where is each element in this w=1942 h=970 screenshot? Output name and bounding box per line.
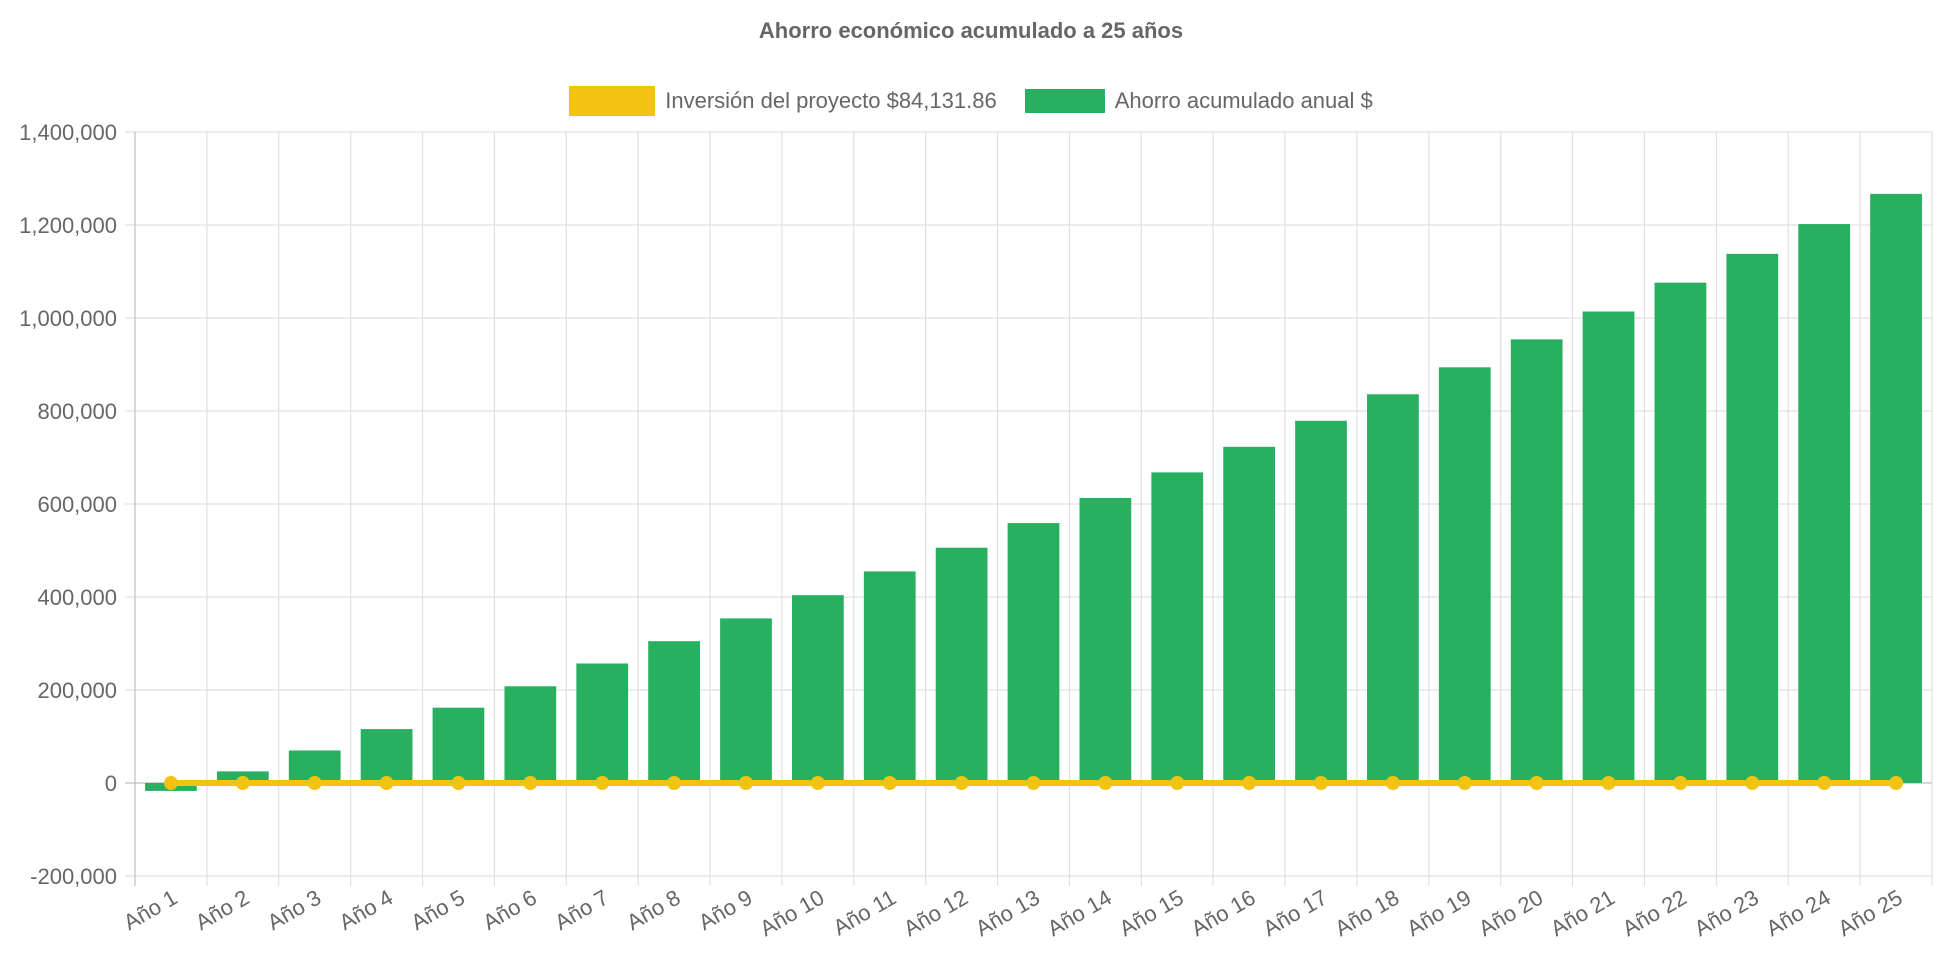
x-tick-label: Año 10 bbox=[755, 885, 828, 942]
x-tick-label: Año 14 bbox=[1043, 885, 1116, 942]
x-tick-label: Año 22 bbox=[1618, 885, 1691, 942]
bar-savings[interactable] bbox=[1367, 394, 1419, 783]
x-axis-ticks: Año 1 Año 2 Año 3 Año 4 Año 5 Año 6 Año 7 Año 8… bbox=[119, 885, 1906, 942]
investment-point[interactable] bbox=[1242, 776, 1257, 790]
bar-savings[interactable] bbox=[1726, 253, 1779, 783]
investment-point[interactable] bbox=[1529, 776, 1544, 790]
x-tick-label: Año 25 bbox=[1834, 885, 1907, 942]
bar-savings[interactable] bbox=[432, 707, 485, 783]
bar-savings[interactable] bbox=[1654, 282, 1707, 783]
x-tick-label: Año 7 bbox=[550, 885, 612, 935]
investment-point[interactable] bbox=[307, 776, 322, 790]
x-tick-label: Año 3 bbox=[263, 885, 325, 935]
investment-point[interactable] bbox=[595, 776, 610, 790]
legend-label-investment: Inversión del proyecto $84,131.86 bbox=[665, 88, 997, 113]
y-tick-label: 1,200,000 bbox=[19, 213, 117, 238]
x-tick-label: Año 16 bbox=[1187, 885, 1260, 942]
y-axis-ticks: 1,400,000 1,200,000 1,000,000 800,000 600,00… bbox=[19, 120, 117, 889]
investment-point[interactable] bbox=[163, 776, 178, 790]
y-tick-label: 200,000 bbox=[37, 678, 117, 703]
investment-point[interactable] bbox=[451, 776, 466, 790]
x-tick-label: Año 24 bbox=[1762, 885, 1835, 942]
investment-point[interactable] bbox=[379, 776, 394, 790]
investment-point[interactable] bbox=[810, 776, 825, 790]
y-tick-label: -200,000 bbox=[30, 864, 117, 889]
bar-savings[interactable] bbox=[1295, 420, 1347, 783]
investment-point[interactable] bbox=[1314, 776, 1329, 790]
x-tick-label: Año 6 bbox=[479, 885, 541, 935]
investment-point[interactable] bbox=[523, 776, 538, 790]
chart-title: Ahorro económico acumulado a 25 años bbox=[758, 18, 1184, 43]
investment-point[interactable] bbox=[1385, 776, 1400, 790]
bar-savings[interactable] bbox=[576, 663, 629, 783]
bar-savings[interactable] bbox=[1223, 446, 1276, 783]
bar-savings[interactable] bbox=[1582, 311, 1635, 783]
bar-savings[interactable] bbox=[863, 571, 916, 783]
x-tick-label: Año 18 bbox=[1331, 885, 1404, 942]
bar-savings[interactable] bbox=[648, 641, 700, 783]
investment-point[interactable] bbox=[235, 776, 250, 790]
x-tick-label: Año 5 bbox=[407, 885, 469, 935]
bar-savings[interactable] bbox=[935, 547, 988, 783]
bar-savings[interactable] bbox=[720, 618, 772, 783]
investment-point[interactable] bbox=[1889, 776, 1904, 790]
y-tick-label: 0 bbox=[105, 771, 117, 796]
investment-point[interactable] bbox=[1098, 776, 1113, 790]
investment-point[interactable] bbox=[1457, 776, 1472, 790]
legend-swatch-savings bbox=[1024, 89, 1105, 113]
bar-savings[interactable] bbox=[1870, 193, 1922, 784]
x-tick-label: Año 4 bbox=[335, 885, 397, 935]
x-tick-label: Año 23 bbox=[1690, 885, 1763, 942]
legend: Inversión del proyecto $84,131.86 Ahorro… bbox=[0, 86, 1942, 116]
legend-item-investment[interactable]: Inversión del proyecto $84,131.86 bbox=[569, 86, 997, 116]
x-tick-label: Año 12 bbox=[899, 885, 972, 942]
y-tick-label: 1,400,000 bbox=[19, 120, 117, 145]
x-tick-label: Año 17 bbox=[1259, 885, 1332, 942]
investment-line bbox=[163, 776, 1904, 790]
y-tick-label: 400,000 bbox=[37, 585, 117, 610]
investment-point[interactable] bbox=[1170, 776, 1185, 790]
bar-savings[interactable] bbox=[791, 595, 844, 783]
investment-point[interactable] bbox=[1745, 776, 1760, 790]
bar-savings[interactable] bbox=[504, 686, 557, 783]
bar-savings[interactable] bbox=[1438, 367, 1491, 783]
y-tick-label: 800,000 bbox=[37, 399, 117, 424]
legend-label-savings: Ahorro acumulado anual $ bbox=[1114, 88, 1373, 113]
bar-savings[interactable] bbox=[360, 729, 413, 783]
investment-point[interactable] bbox=[1026, 776, 1041, 790]
x-tick-label: Año 2 bbox=[191, 885, 253, 935]
x-tick-label: Año 1 bbox=[119, 885, 181, 935]
x-tick-label: Año 11 bbox=[829, 885, 900, 941]
bar-savings[interactable] bbox=[1510, 339, 1563, 783]
x-tick-label: Año 20 bbox=[1474, 885, 1547, 942]
bars bbox=[145, 193, 1922, 791]
investment-point[interactable] bbox=[1817, 776, 1832, 790]
bar-savings[interactable] bbox=[1151, 472, 1204, 783]
y-tick-label: 1,000,000 bbox=[19, 306, 117, 331]
investment-point[interactable] bbox=[667, 776, 682, 790]
x-tick-label: Año 15 bbox=[1115, 885, 1188, 942]
legend-swatch-investment bbox=[569, 86, 656, 116]
investment-point[interactable] bbox=[882, 776, 897, 790]
bar-savings[interactable] bbox=[1079, 497, 1132, 783]
bar-savings[interactable] bbox=[1798, 224, 1851, 783]
investment-point[interactable] bbox=[738, 776, 753, 790]
investment-point[interactable] bbox=[954, 776, 969, 790]
x-tick-label: Año 13 bbox=[971, 885, 1044, 942]
legend-item-savings[interactable]: Ahorro acumulado anual $ bbox=[1024, 88, 1373, 114]
investment-point[interactable] bbox=[1601, 776, 1616, 790]
x-tick-label: Año 9 bbox=[694, 885, 756, 935]
y-tick-label: 600,000 bbox=[37, 492, 117, 517]
x-tick-label: Año 8 bbox=[622, 885, 684, 935]
bar-savings[interactable] bbox=[1007, 523, 1060, 783]
investment-point[interactable] bbox=[1673, 776, 1688, 790]
x-tick-label: Año 19 bbox=[1402, 885, 1475, 942]
x-tick-label: Año 21 bbox=[1546, 885, 1619, 942]
